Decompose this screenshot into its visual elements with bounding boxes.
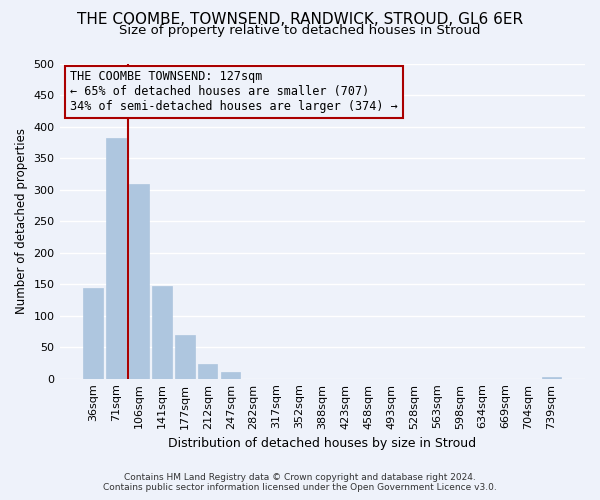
Y-axis label: Number of detached properties: Number of detached properties: [15, 128, 28, 314]
Text: THE COOMBE TOWNSEND: 127sqm
← 65% of detached houses are smaller (707)
34% of se: THE COOMBE TOWNSEND: 127sqm ← 65% of det…: [70, 70, 398, 114]
Text: Contains HM Land Registry data © Crown copyright and database right 2024.
Contai: Contains HM Land Registry data © Crown c…: [103, 473, 497, 492]
Bar: [129, 184, 149, 378]
Bar: [83, 288, 103, 378]
Bar: [175, 334, 194, 378]
Bar: [152, 286, 172, 378]
Text: Size of property relative to detached houses in Stroud: Size of property relative to detached ho…: [119, 24, 481, 37]
Bar: [198, 364, 217, 378]
Bar: [221, 372, 241, 378]
Text: THE COOMBE, TOWNSEND, RANDWICK, STROUD, GL6 6ER: THE COOMBE, TOWNSEND, RANDWICK, STROUD, …: [77, 12, 523, 28]
Bar: [106, 138, 126, 378]
X-axis label: Distribution of detached houses by size in Stroud: Distribution of detached houses by size …: [168, 437, 476, 450]
